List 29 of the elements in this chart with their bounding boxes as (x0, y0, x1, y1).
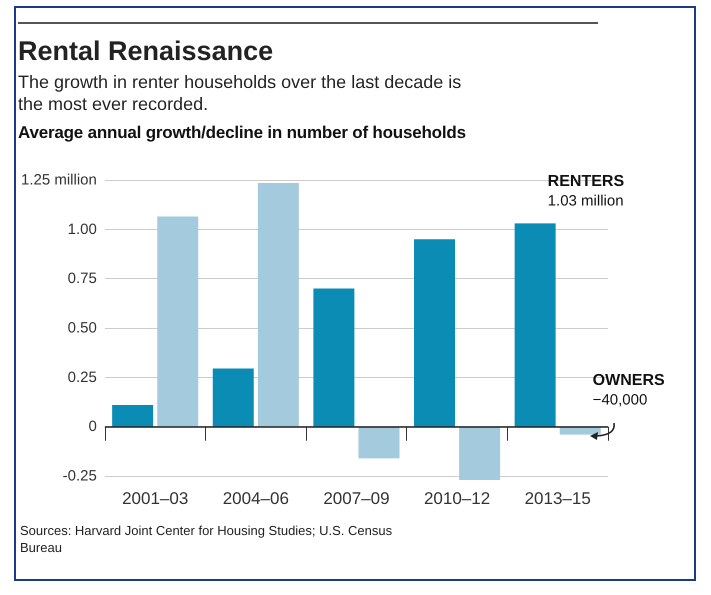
bar (313, 288, 354, 427)
x-tick-label: 2013–15 (524, 489, 591, 508)
bar (514, 223, 556, 427)
bar (358, 426, 400, 458)
x-tick-label: 2007–09 (323, 489, 390, 508)
annotation: 1.03 million (548, 192, 624, 210)
chart-subtitle: The growth in renter households over the last decade is the most ever recorded. (18, 71, 462, 115)
x-tick-label: 2010–12 (424, 489, 490, 508)
bar (212, 368, 254, 427)
y-axis-title: Average annual growth/decline in number of households (18, 123, 467, 143)
y-tick-label: 1.25 million (20, 172, 97, 188)
x-tick-label: 2001–03 (122, 489, 188, 508)
source-note: Sources: Harvard Joint Center for Housing Studies; U.S. Census Bureau (20, 522, 394, 556)
y-tick-label: 0.50 (68, 320, 97, 337)
text: RENTERS (548, 172, 624, 190)
bar (459, 426, 500, 480)
y-tick-label: 0.25 (68, 368, 97, 386)
y-tick-label: -0.25 (62, 468, 97, 485)
y-tick-label: 0 (88, 418, 97, 436)
x-tick-label: 2004–06 (222, 489, 289, 508)
bar (258, 182, 299, 427)
y-tick-label: 0.75 (68, 270, 97, 288)
bar (112, 405, 154, 427)
text: OWNERS (592, 372, 666, 390)
y-tick-label: 1.00 (68, 220, 97, 238)
chart-title: Rental Renaissance (18, 36, 274, 67)
bar (414, 239, 456, 427)
annotation: −40,000 (592, 392, 648, 409)
bar (157, 216, 198, 427)
